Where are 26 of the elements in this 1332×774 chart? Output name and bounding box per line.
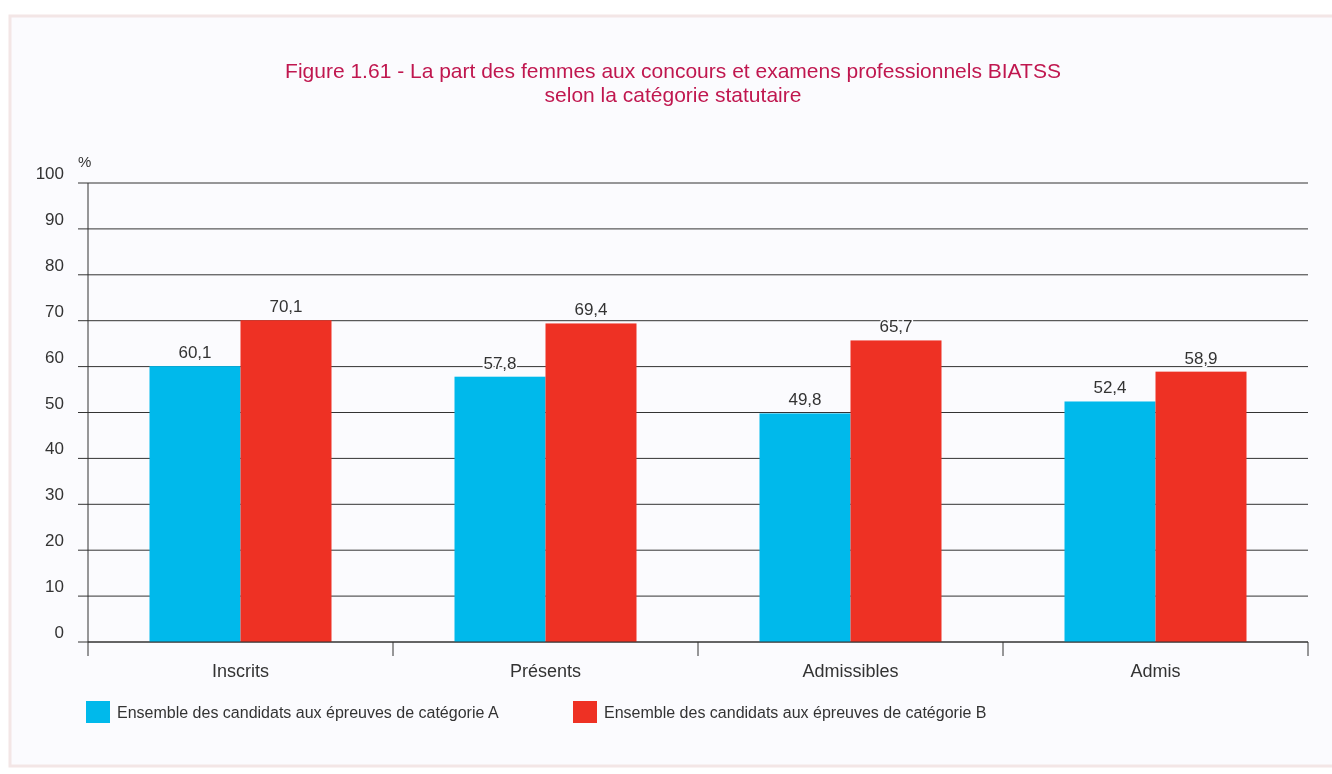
x-tick-label: Admissibles bbox=[802, 661, 899, 681]
y-tick-label: 50 bbox=[45, 393, 64, 413]
data-label: 49,8 bbox=[788, 390, 822, 410]
y-tick-label: 40 bbox=[45, 439, 64, 459]
y-tick-label: 20 bbox=[45, 531, 64, 551]
x-tick-label: Admis bbox=[1130, 661, 1181, 681]
y-tick-label: 0 bbox=[54, 623, 64, 642]
legend-label: Ensemble des candidats aux épreuves de catégorie B bbox=[604, 704, 987, 721]
data-label: 70,1 bbox=[269, 297, 303, 317]
x-tick-label: Inscrits bbox=[211, 661, 270, 681]
data-label: 69,4 bbox=[574, 300, 608, 320]
y-tick-label: 30 bbox=[45, 485, 64, 505]
data-label: 58,9 bbox=[1184, 348, 1218, 368]
data-label: 65,7 bbox=[879, 317, 913, 337]
y-tick-label: 70 bbox=[45, 301, 64, 321]
data-label: 60,1 bbox=[178, 343, 212, 363]
y-tick-label: 80 bbox=[45, 255, 64, 275]
data-label: 52,4 bbox=[1093, 378, 1127, 398]
y-tick-label: 100 bbox=[35, 164, 64, 183]
chart-title: Figure 1.61 - La part des femmes aux concours et examens professionnels BIATSS selon la catégorie statutaire bbox=[285, 59, 1061, 106]
y-tick-label: 90 bbox=[45, 209, 64, 229]
y-tick-label: 10 bbox=[45, 577, 64, 597]
y-tick-label: 60 bbox=[45, 347, 64, 367]
legend-label: Ensemble des candidats aux épreuves de catégorie A bbox=[117, 704, 499, 721]
x-tick-label: Présents bbox=[509, 661, 582, 681]
y-axis-title: % bbox=[78, 153, 92, 170]
